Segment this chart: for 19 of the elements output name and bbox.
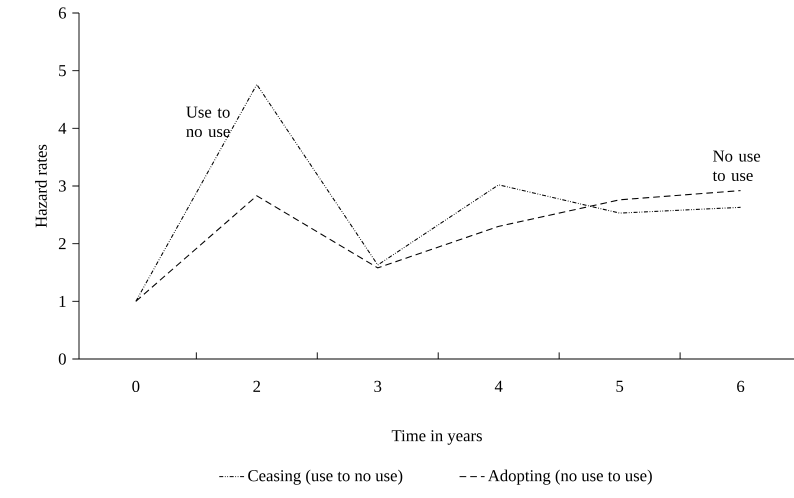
x-tick-label: 2 [253,380,260,392]
y-tick-label: 5 [59,65,66,76]
x-tick-label: 4 [494,380,503,392]
annotation: Use to no use [186,106,230,138]
legend-label: Adopting (no use to use) [488,470,652,485]
y-tick-label: 1 [60,296,66,307]
legend-label: Ceasing (use to no use) [248,470,402,485]
x-axis-title: Time in years [392,430,482,445]
y-tick-label: 3 [58,180,66,192]
x-tick-label: 0 [132,380,140,392]
y-tick-label: 2 [58,238,66,250]
y-tick-label: 6 [58,7,66,19]
annotation: No use to use [712,150,760,182]
x-tick-label: 6 [737,380,744,392]
y-tick-label: 0 [58,353,66,365]
y-tick-label: 4 [58,122,66,134]
x-tick-label: 3 [374,380,382,392]
x-tick-label: 5 [616,380,624,392]
y-axis-title: Hazard rates [35,144,47,228]
